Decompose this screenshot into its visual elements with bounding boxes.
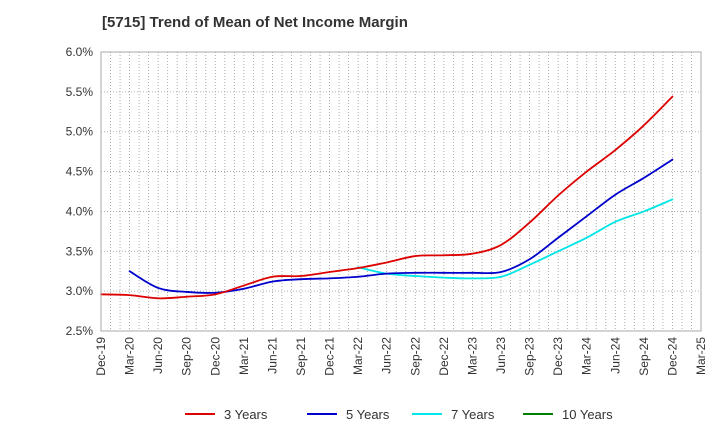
x-tick-label: Sep-22 [408,337,422,376]
legend-label-3-years: 3 Years [224,407,268,422]
series-line-7-years [357,198,674,280]
y-tick-label: 3.5% [66,244,94,258]
x-tick-label: Dec-21 [323,337,337,376]
y-tick-label: 5.5% [66,85,94,99]
series-line-5-years [128,158,674,294]
series-line-3-years [100,95,674,300]
x-tick-label: Mar-20 [123,337,137,375]
y-tick-label: 2.5% [66,324,94,338]
y-tick-label: 5.0% [66,125,94,139]
x-tick-label: Jun-20 [151,337,165,374]
legend-label-10-years: 10 Years [562,407,613,422]
legend-label-5-years: 5 Years [346,407,390,422]
x-tick-label: Jun-23 [494,337,508,374]
x-tick-label: Mar-21 [237,337,251,375]
x-tick-label: Mar-22 [351,337,365,375]
y-tick-label: 4.5% [66,165,94,179]
x-tick-label: Jun-21 [265,337,279,374]
chart-title: [5715] Trend of Mean of Net Income Margi… [102,14,408,31]
x-tick-label: Sep-21 [294,337,308,376]
x-tick-label: Mar-23 [465,337,479,375]
y-tick-label: 6.0% [66,45,94,59]
plot-frame [100,51,702,332]
legend: 3 Years 5 Years 7 Years 10 Years [185,407,613,422]
x-tick-label: Dec-23 [551,337,565,376]
x-tick-label: Dec-22 [437,337,451,376]
grid-layer [100,51,702,332]
x-tick-label: Jun-22 [380,337,394,374]
y-tick-label: 4.0% [66,204,94,218]
x-tick-label: Sep-20 [180,337,194,376]
x-tick-label: Mar-24 [580,337,594,375]
x-tick-label: Mar-25 [694,337,708,375]
axis-layer: 2.5% 3.0% 3.5% 4.0% 4.5% 5.0% 5.5% 6.0% Dec-19 Ma… [66,45,708,376]
y-tick-label: 3.0% [66,284,94,298]
x-tick-label: Sep-23 [523,337,537,376]
x-tick-label: Dec-24 [665,337,679,376]
x-tick-label: Sep-24 [637,337,651,376]
series-layer [100,95,674,300]
x-tick-label: Dec-20 [208,337,222,376]
legend-label-7-years: 7 Years [451,407,495,422]
x-tick-label: Dec-19 [94,337,108,376]
x-tick-label: Jun-24 [608,337,622,374]
